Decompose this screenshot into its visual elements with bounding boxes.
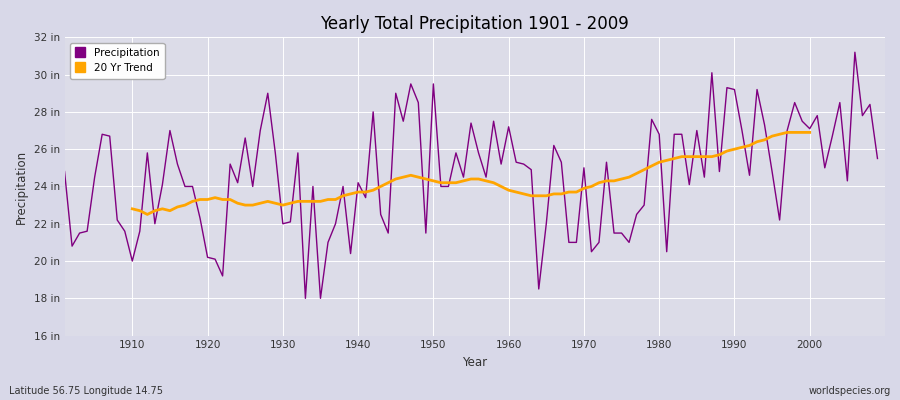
Text: worldspecies.org: worldspecies.org	[809, 386, 891, 396]
Legend: Precipitation, 20 Yr Trend: Precipitation, 20 Yr Trend	[70, 42, 165, 79]
Y-axis label: Precipitation: Precipitation	[15, 149, 28, 224]
Title: Yearly Total Precipitation 1901 - 2009: Yearly Total Precipitation 1901 - 2009	[320, 15, 629, 33]
X-axis label: Year: Year	[463, 356, 487, 369]
Text: Latitude 56.75 Longitude 14.75: Latitude 56.75 Longitude 14.75	[9, 386, 163, 396]
